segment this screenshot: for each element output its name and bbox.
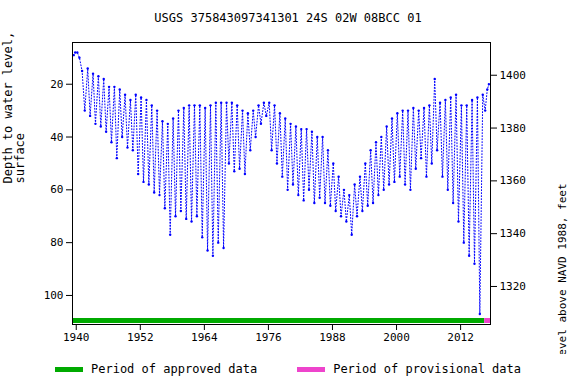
- svg-text:20: 20: [50, 78, 63, 91]
- svg-text:80: 80: [50, 236, 63, 249]
- svg-text:Groundwater level above NAVD 1: Groundwater level above NAVD 1988, feet: [556, 184, 569, 355]
- html-text:Period of approved data: Period of approved data: [91, 362, 258, 376]
- svg-text:1964: 1964: [191, 331, 218, 344]
- svg-text:1940: 1940: [63, 331, 90, 344]
- svg-text:1988: 1988: [319, 331, 346, 344]
- svg-text:1360: 1360: [500, 174, 527, 187]
- svg-text:1340: 1340: [500, 227, 527, 240]
- svg-text:2012: 2012: [447, 331, 474, 344]
- svg-text:1400: 1400: [500, 69, 527, 82]
- svg-text:Depth to water level, feet bel: Depth to water level, feet below landsur…: [1, 32, 27, 184]
- svg-text:100: 100: [44, 289, 64, 302]
- svg-text:1320: 1320: [500, 280, 527, 293]
- svg-text:1380: 1380: [500, 122, 527, 135]
- svg-text:40: 40: [50, 131, 63, 144]
- svg-text:1976: 1976: [255, 331, 282, 344]
- svg-text:1952: 1952: [127, 331, 154, 344]
- svg-text:2000: 2000: [383, 331, 410, 344]
- svg-text:60: 60: [50, 183, 63, 196]
- html-text:USGS 375843097341301 24S 02W 0: USGS 375843097341301 24S 02W 08BCC 01: [154, 11, 422, 25]
- html-text:Period of provisional data: Period of provisional data: [333, 362, 521, 376]
